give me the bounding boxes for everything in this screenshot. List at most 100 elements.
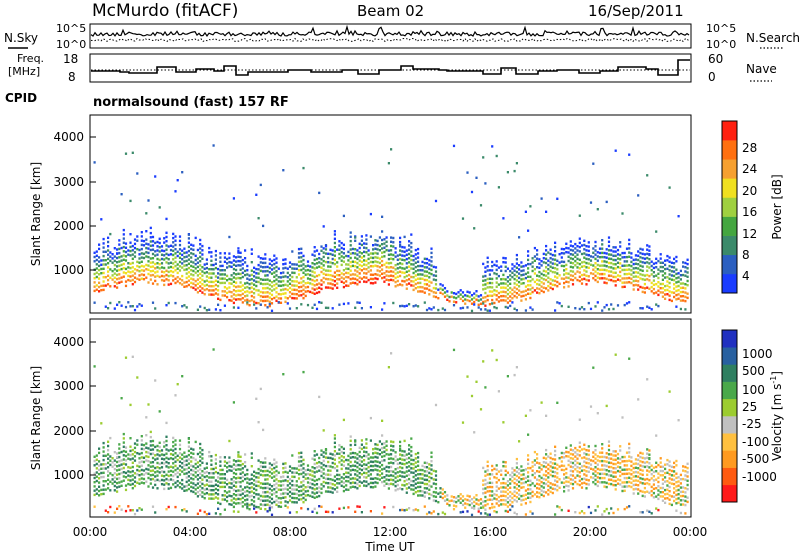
velocity-cell bbox=[534, 451, 536, 453]
velocity-cell bbox=[648, 511, 650, 513]
velocity-cell bbox=[426, 487, 428, 489]
velocity-cell bbox=[302, 476, 304, 478]
power-cell bbox=[132, 152, 134, 154]
velocity-cell bbox=[213, 489, 215, 491]
velocity-cell bbox=[307, 473, 309, 475]
velocity-cell bbox=[197, 513, 199, 515]
velocity-cell bbox=[103, 455, 105, 457]
power-cell bbox=[651, 282, 653, 284]
velocity-cell bbox=[518, 489, 520, 491]
power-cell bbox=[529, 293, 531, 295]
velocity-cell bbox=[242, 480, 244, 482]
velocity-cell bbox=[662, 483, 664, 485]
velocity-cell bbox=[278, 497, 280, 499]
velocity-cell bbox=[103, 442, 105, 444]
power-cell bbox=[426, 258, 428, 260]
power-cell bbox=[334, 284, 336, 286]
power-cell bbox=[224, 273, 226, 275]
power-cell bbox=[186, 285, 188, 287]
power-cell bbox=[116, 265, 118, 267]
power-cell bbox=[370, 257, 372, 259]
power-cell bbox=[271, 268, 273, 270]
power-cell bbox=[100, 285, 102, 287]
power-cell bbox=[258, 264, 260, 266]
velocity-cell bbox=[334, 463, 336, 465]
power-cell bbox=[311, 307, 313, 309]
velocity-panel: Slant Range [km] 1000 2000 3000 4000 00:… bbox=[29, 319, 707, 554]
velocity-cell bbox=[437, 513, 439, 515]
velocity-cell bbox=[195, 441, 197, 443]
power-cell bbox=[305, 295, 307, 297]
velocity-cell bbox=[197, 461, 199, 463]
velocity-cell bbox=[125, 489, 127, 491]
velocity-cell bbox=[507, 505, 509, 507]
power-cell bbox=[520, 270, 522, 272]
velocity-cell bbox=[377, 482, 379, 484]
power-cell bbox=[462, 217, 464, 219]
velocity-cell bbox=[98, 477, 100, 479]
velocity-cell bbox=[365, 442, 367, 444]
velocity-cell bbox=[208, 497, 210, 499]
power-cell bbox=[116, 304, 118, 306]
velocity-cell bbox=[332, 487, 334, 489]
power-cell bbox=[267, 283, 269, 285]
power-cell bbox=[228, 257, 230, 259]
velocity-cell bbox=[269, 492, 271, 494]
power-cell bbox=[233, 285, 235, 287]
power-cell bbox=[289, 291, 291, 293]
velocity-cell bbox=[255, 489, 257, 491]
velocity-cell bbox=[612, 459, 614, 461]
velocity-cell bbox=[606, 461, 608, 463]
velocity-cell bbox=[390, 474, 392, 476]
power-cell bbox=[244, 287, 246, 289]
power-cell bbox=[103, 280, 105, 282]
velocity-cell bbox=[648, 466, 650, 468]
velocity-cell bbox=[98, 473, 100, 475]
velocity-cell bbox=[183, 460, 185, 462]
power-cell bbox=[626, 260, 628, 262]
velocity-cell bbox=[363, 446, 365, 448]
velocity-cell bbox=[383, 446, 385, 448]
velocity-cell bbox=[509, 474, 511, 476]
power-cell bbox=[154, 242, 156, 244]
velocity-cell bbox=[462, 421, 464, 423]
velocity-cell bbox=[278, 472, 280, 474]
power-cell bbox=[617, 249, 619, 251]
power-cell bbox=[323, 225, 325, 227]
power-cell bbox=[370, 261, 372, 263]
power-cell bbox=[518, 236, 520, 238]
velocity-cell bbox=[237, 511, 239, 513]
velocity-cell bbox=[251, 457, 253, 459]
velocity-cell bbox=[201, 457, 203, 459]
power-cell bbox=[103, 276, 105, 278]
velocity-cell bbox=[138, 507, 140, 509]
power-cell bbox=[300, 269, 302, 271]
power-cell bbox=[547, 277, 549, 279]
power-cell bbox=[576, 254, 578, 256]
velocity-cell bbox=[318, 491, 320, 493]
power-cell bbox=[630, 278, 632, 280]
power-cell bbox=[610, 279, 612, 281]
velocity-cell bbox=[651, 465, 653, 467]
velocity-cell bbox=[284, 462, 286, 464]
power-cell bbox=[390, 245, 392, 247]
velocity-cell bbox=[159, 471, 161, 473]
power-cell bbox=[576, 270, 578, 272]
power-cell bbox=[471, 298, 473, 300]
velocity-cell bbox=[134, 476, 136, 478]
power-cell bbox=[368, 262, 370, 264]
velocity-cell bbox=[428, 467, 430, 469]
power-cell bbox=[435, 275, 437, 277]
power-cell bbox=[300, 281, 302, 283]
velocity-cell bbox=[226, 496, 228, 498]
power-cell bbox=[165, 274, 167, 276]
power-cell bbox=[316, 266, 318, 268]
power-cell bbox=[525, 294, 527, 296]
velocity-cell bbox=[314, 463, 316, 465]
power-cell bbox=[132, 258, 134, 260]
velocity-cell bbox=[311, 479, 313, 481]
power-cell bbox=[168, 275, 170, 277]
velocity-cell bbox=[165, 482, 167, 484]
velocity-cell bbox=[505, 482, 507, 484]
power-cell bbox=[608, 275, 610, 277]
